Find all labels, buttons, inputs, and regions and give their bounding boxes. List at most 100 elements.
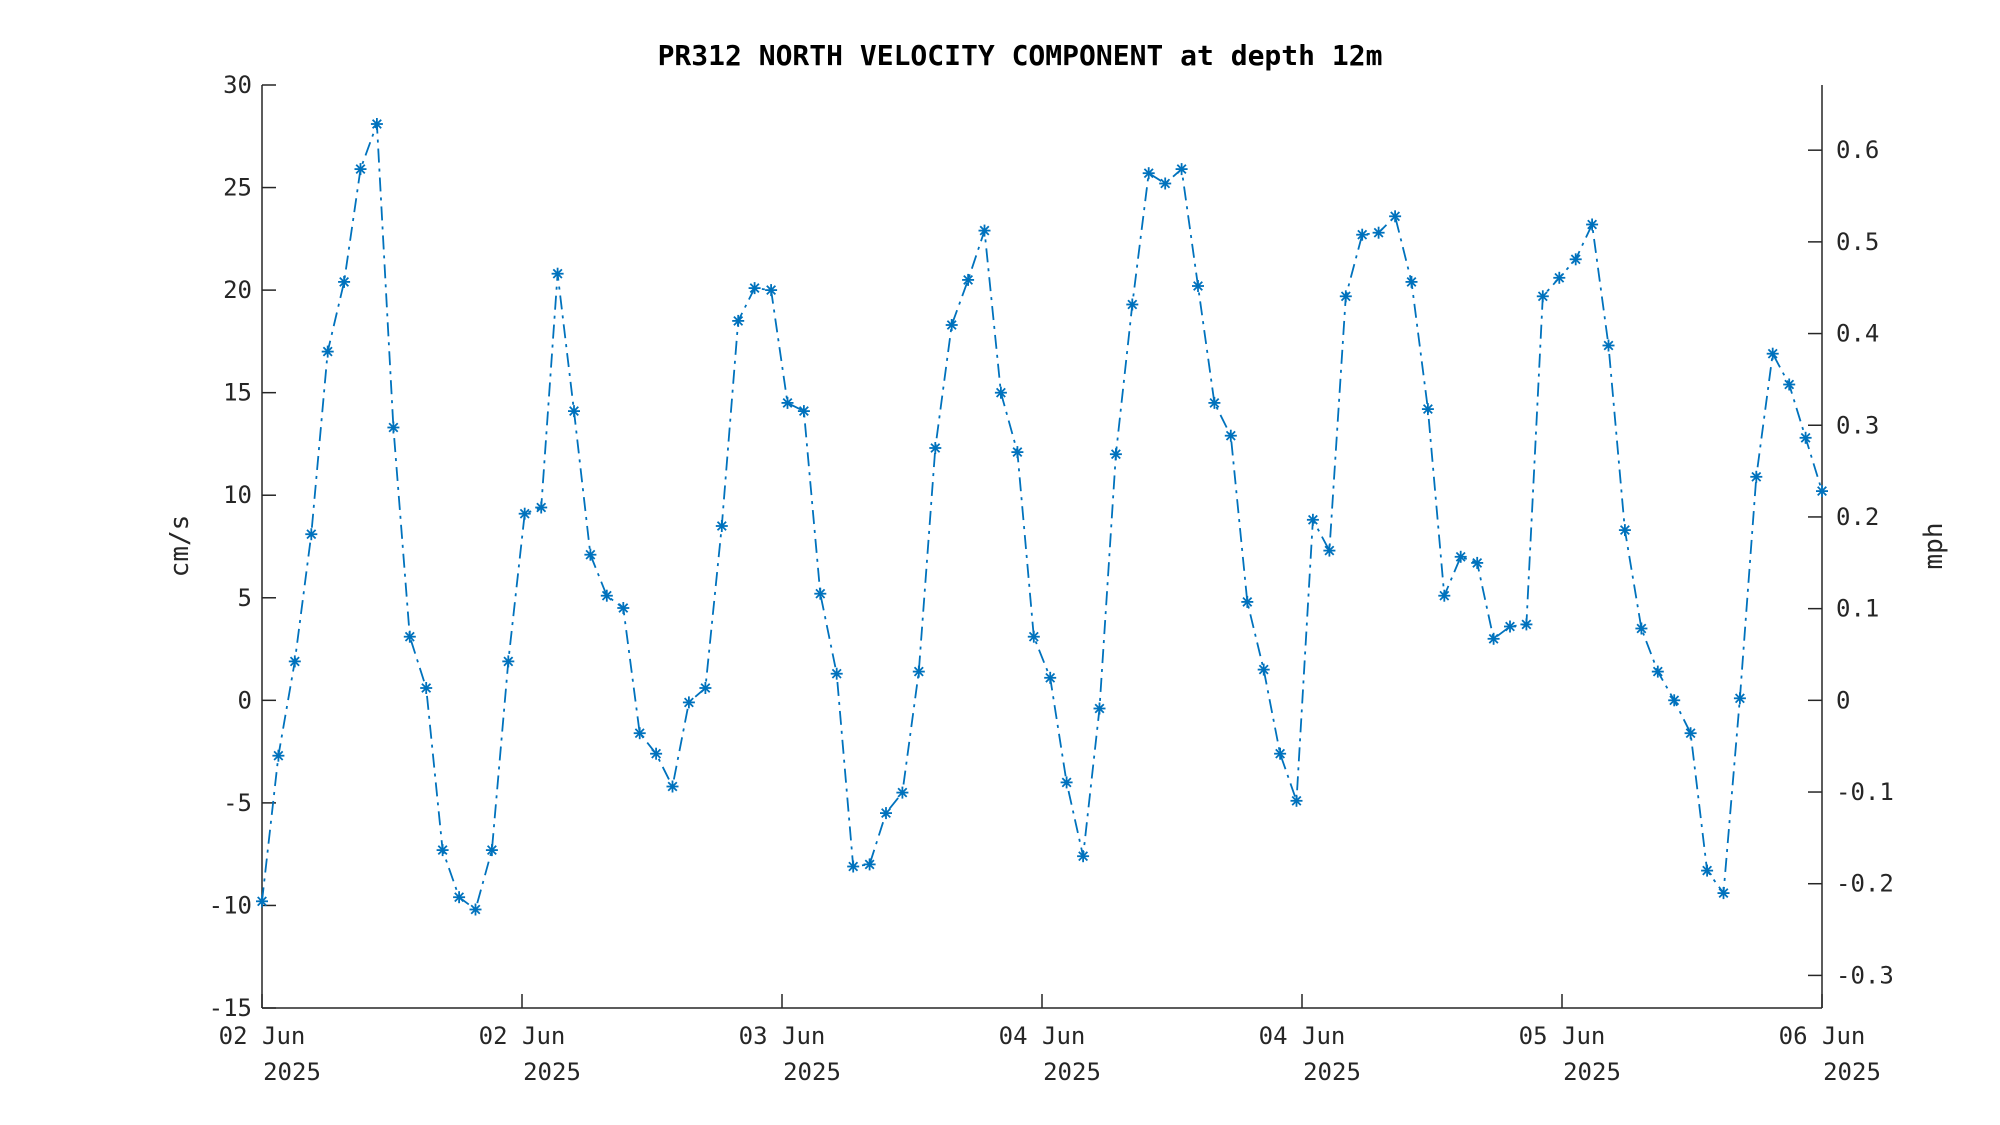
data-point-marker [994,386,1007,399]
y-tick-label-right: 0.5 [1836,228,1879,256]
y-tick-label-right: -0.3 [1836,961,1894,989]
data-point-marker [370,118,383,130]
x-tick-label-year: 2025 [1303,1058,1361,1086]
data-point-marker [765,284,778,297]
data-point-marker [682,696,695,709]
data-point-marker [863,858,876,871]
data-point-marker [1569,253,1582,266]
x-tick-label-year: 2025 [1043,1058,1101,1086]
data-point-marker [535,501,548,514]
data-point-marker [403,630,416,643]
data-point-marker [1372,226,1385,239]
y-tick-label-right: -0.2 [1836,870,1894,898]
y-tick-label-left: 15 [223,379,252,407]
y-tick-label-right: 0.3 [1836,411,1879,439]
data-point-marker [502,655,515,668]
y-tick-label-left: 10 [223,481,252,509]
axes: -15-10-5051015202530-0.3-0.2-0.100.10.20… [209,71,1894,1086]
y-tick-label-left: 0 [238,686,252,714]
data-point-marker [1126,298,1139,311]
series-line [261,123,1823,912]
data-point-marker [732,314,745,327]
y-tick-label-left: -10 [209,891,252,919]
data-point-marker [1323,544,1336,557]
x-tick-label-year: 2025 [523,1058,581,1086]
data-point-marker [929,442,942,454]
data-point-marker [1635,622,1648,635]
data-point-marker [1701,864,1714,877]
chart-title: PR312 NORTH VELOCITY COMPONENT at depth … [658,39,1383,72]
data-point-marker [1356,228,1369,241]
x-tick-label-date: 04 Jun [999,1022,1086,1050]
x-tick-label-year: 2025 [783,1058,841,1086]
data-point-marker [715,520,728,532]
y-tick-label-left: 20 [223,276,252,304]
data-point-marker [568,405,580,418]
data-point-marker [453,891,466,904]
data-point-marker [633,727,646,740]
data-point-marker [1109,448,1122,461]
x-tick-label-date: 02 Jun [219,1022,306,1050]
data-point-marker [896,786,909,799]
data-point-marker [338,275,351,288]
data-point-marker [584,548,597,561]
data-point-marker [1241,595,1254,608]
y-tick-label-right: 0.2 [1836,503,1879,531]
data-point-marker [912,665,925,678]
data-point-marker [650,747,663,760]
data-point-marker [1717,887,1730,900]
data-point-marker [1536,290,1549,303]
x-tick-label-date: 06 Jun [1779,1022,1866,1050]
data-point-marker [1044,671,1057,684]
data-point-marker [666,780,679,793]
x-tick-label-date: 02 Jun [479,1022,566,1050]
data-point-marker [1586,218,1599,231]
data-point-marker [1668,694,1681,707]
data-point-marker [1060,776,1073,789]
data-point-marker [1175,163,1188,176]
data-point-marker [1027,630,1040,643]
data-point-marker [1471,556,1484,569]
data-point-marker [1766,347,1779,360]
data-point-marker [1684,727,1697,740]
data-point-marker [1504,620,1516,633]
data-point-marker [978,224,991,237]
data-point-marker [1142,167,1155,180]
data-point-marker [1306,513,1319,526]
data-point-marker [1339,290,1352,303]
data-point-marker [354,163,367,176]
y-tick-label-left: 5 [238,584,252,612]
data-point-marker [1454,550,1467,563]
data-point-marker [1405,275,1418,288]
data-point-marker [1733,692,1746,705]
y-tick-label-right: 0 [1836,686,1850,714]
data-point-marker [945,319,958,331]
series-group [256,118,1828,916]
data-point-marker [420,682,433,694]
data-point-marker [256,895,268,908]
data-point-marker [485,844,498,857]
data-point-marker [436,844,449,857]
data-point-marker [880,807,892,820]
x-tick-label-date: 05 Jun [1519,1022,1606,1050]
data-point-marker [748,282,761,295]
x-tick-label-date: 03 Jun [739,1022,826,1050]
data-point-marker [617,602,630,614]
data-point-marker [847,860,860,873]
data-point-marker [1077,850,1090,863]
data-point-marker [1651,665,1664,678]
data-point-marker [1159,177,1172,190]
data-point-marker [1618,524,1631,537]
data-point-marker [1750,470,1763,483]
data-point-marker [797,405,810,418]
data-point-marker [551,267,564,280]
data-point-marker [469,903,482,916]
data-point-marker [305,528,318,541]
y-axis-label-right: mph [1919,523,1949,570]
data-point-marker [1421,403,1434,416]
y-tick-label-left: 25 [223,174,252,202]
y-tick-label-right: 0.1 [1836,595,1879,623]
data-point-marker [1602,339,1615,352]
y-tick-label-right: -0.1 [1836,778,1894,806]
